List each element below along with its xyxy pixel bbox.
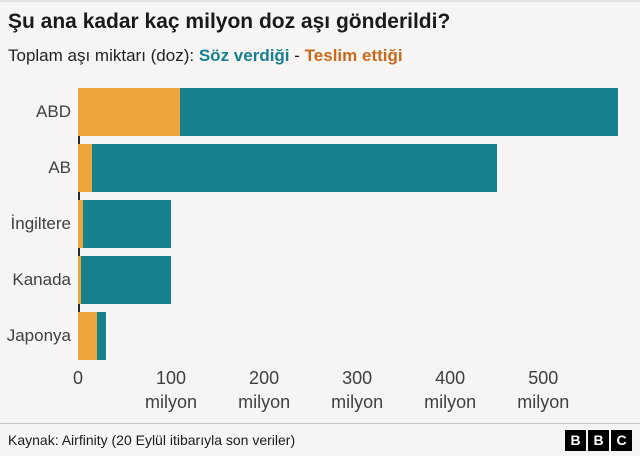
x-tick-label: 400 milyon: [424, 368, 477, 412]
promised-bar: [78, 200, 172, 248]
category-label: ABD: [36, 102, 71, 121]
chart-row: ABD: [0, 88, 640, 136]
chart-legend: Toplam aşı miktarı (doz): Söz verdiği - …: [0, 44, 640, 68]
bbc-logo-letter: B: [565, 429, 586, 451]
x-tick-label: 500 milyon: [517, 368, 570, 412]
chart-row: AB: [0, 144, 640, 192]
promised-bar: [78, 144, 497, 192]
x-axis: 0 100 milyon 200 milyon 300 milyon 400 milyon 500…: [73, 366, 640, 424]
x-tick-label: 300 milyon: [331, 368, 384, 412]
bbc-logo-letter: B: [588, 429, 609, 451]
bar-track: [78, 200, 640, 248]
chart-title: Şu ana kadar kaç milyon doz aşı gönderil…: [8, 10, 451, 33]
legend-delivered-label: Teslim ettiği: [304, 46, 403, 65]
x-tick-label: 100 milyon: [145, 368, 198, 412]
chart-row: Kanada: [0, 256, 640, 304]
legend-prefix: Toplam aşı miktarı (doz):: [8, 46, 195, 65]
x-tick-label: 0: [72, 368, 84, 388]
category-label: AB: [48, 158, 71, 177]
footer: Kaynak: Airfinity (20 Eylül itibarıyla s…: [0, 423, 640, 456]
bbc-logo: B B C: [565, 429, 632, 451]
source-credit: Kaynak: Airfinity (20 Eylül itibarıyla s…: [8, 432, 296, 448]
x-tick-label: 200 milyon: [238, 368, 291, 412]
legend-separator: -: [294, 46, 300, 65]
delivered-bar: [78, 88, 181, 136]
category-label: İngiltere: [10, 214, 71, 233]
chart-row: İngiltere: [0, 200, 640, 248]
bar-track: [78, 312, 640, 360]
chart-row: Japonya: [0, 312, 640, 360]
category-label: Kanada: [12, 270, 71, 289]
delivered-bar: [78, 200, 83, 248]
chart-rows: ABD AB İngiltere Kanada Japonya: [0, 88, 640, 360]
promised-bar: [78, 256, 172, 304]
legend-promised-label: Söz verdiği: [198, 46, 290, 65]
bar-track: [78, 144, 640, 192]
delivered-bar: [78, 312, 97, 360]
bar-track: [78, 256, 640, 304]
bbc-logo-letter: C: [611, 429, 632, 451]
bar-chart: ABD AB İngiltere Kanada Japonya 0 100 milyon 20…: [0, 88, 640, 424]
category-label: Japonya: [6, 326, 71, 345]
delivered-bar: [78, 144, 92, 192]
delivered-bar: [78, 256, 81, 304]
bar-track: [78, 88, 640, 136]
